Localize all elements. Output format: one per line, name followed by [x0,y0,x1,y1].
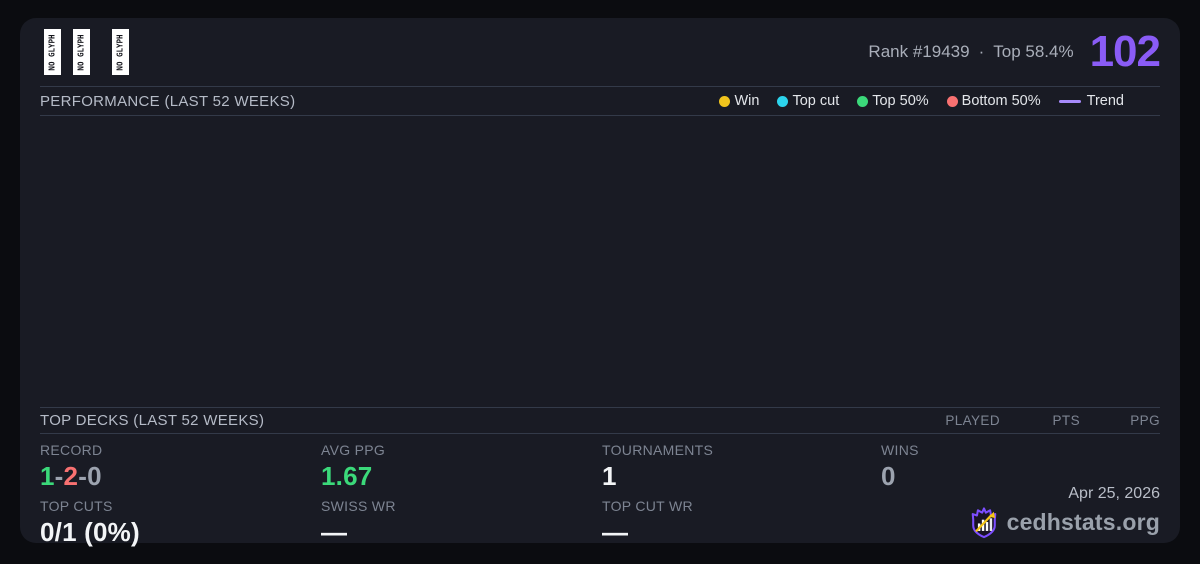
stat-record: RECORD 1-2-0 [40,441,321,492]
stats-section: RECORD 1-2-0 AVG PPG 1.67 TOURNAMENTS 1 … [40,434,1160,547]
top-cut-dot-icon [777,95,789,107]
bottom-50-dot-icon [946,95,958,107]
legend-label: Top cut [792,93,840,109]
legend-label: Win [734,93,760,109]
missing-glyph-text: NO GLYPH [48,33,57,71]
performance-section-header: PERFORMANCE (LAST 52 WEEKS) Win Top cut … [40,87,1160,116]
legend-label: Top 50% [872,93,929,109]
shield-chart-arrow-icon [971,507,996,539]
legend-item-top-50: Top 50% [857,93,929,109]
player-stats-card: NO GLYPH NO GLYPH NO GLYPH Rank #19439 ·… [20,18,1180,547]
rank-summary: Rank #19439 · Top 58.4% 102 [868,27,1161,76]
stat-label: TOP CUT WR [602,498,693,515]
top-50-dot-icon [857,95,869,107]
performance-title: PERFORMANCE (LAST 52 WEEKS) [40,92,296,110]
top-decks-title: TOP DECKS (LAST 52 WEEKS) [40,412,265,429]
record-separator: - [54,461,64,492]
avg-ppg-value: 1.67 [321,461,373,492]
top-cuts-value: 0/1 (0%) [40,517,140,548]
stat-label: AVG PPG [321,442,386,458]
stat-top-cuts: TOP CUTS 0/1 (0%) [40,497,321,548]
missing-glyph-icon: NO GLYPH [44,29,61,75]
record-draws: 0 [87,461,102,492]
card-header: NO GLYPH NO GLYPH NO GLYPH Rank #19439 ·… [40,18,1161,87]
win-dot-icon [719,95,731,107]
missing-glyph-icon: NO GLYPH [112,29,129,75]
stat-label: SWISS WR [321,498,396,515]
stat-wins: WINS 0 [881,441,1160,492]
record-value: 1-2-0 [40,461,321,492]
missing-glyph-icon: NO GLYPH [73,29,90,75]
top-decks-section-header: TOP DECKS (LAST 52 WEEKS) PLAYED PTS PPG [40,407,1160,434]
record-losses: 2 [63,461,79,492]
swiss-wr-value: — [321,517,348,548]
score-value: 102 [1089,27,1161,76]
trend-line-icon [1058,99,1081,103]
stat-top-cut-wr: TOP CUT WR — [602,497,881,548]
stats-grid: RECORD 1-2-0 AVG PPG 1.67 TOURNAMENTS 1 … [40,441,1160,548]
stat-avg-ppg: AVG PPG 1.67 [321,441,602,492]
legend-item-top-cut: Top cut [777,93,839,109]
missing-glyph-text: NO GLYPH [77,33,86,71]
rank-label: Rank #19439 [868,42,970,61]
missing-glyph-text: NO GLYPH [116,33,125,71]
legend-item-trend: Trend [1058,93,1124,109]
record-separator: - [78,461,88,492]
stat-swiss-wr: SWISS WR — [321,497,602,548]
top-cut-wr-value: — [602,517,629,548]
wins-value: 0 [881,461,896,492]
legend-item-bottom-50: Bottom 50% [946,93,1041,109]
tournaments-value: 1 [602,461,617,492]
stat-label: RECORD [40,442,103,458]
rank-text: Rank #19439 · Top 58.4% [868,42,1073,62]
rank-separator: · [978,42,985,61]
record-wins: 1 [40,461,55,492]
performance-chart [40,116,1160,407]
legend-label: Bottom 50% [961,93,1041,109]
legend-item-win: Win [719,93,759,109]
legend-label: Trend [1086,93,1124,109]
brand-name[interactable]: cedhstats.org [1006,509,1160,535]
stat-label: TOURNAMENTS [602,442,714,458]
column-header-pts: PTS [1052,413,1080,428]
top-decks-columns: PLAYED PTS PPG [920,413,1160,428]
stat-label: TOP CUTS [40,498,113,515]
column-header-ppg: PPG [1130,413,1160,428]
brand-link[interactable]: cedhstats.org [969,506,1160,539]
column-header-played: PLAYED [945,413,1000,428]
card-footer: Apr 25, 2026 cedhstats.org [969,485,1160,539]
stat-tournaments: TOURNAMENTS 1 [602,441,881,492]
stat-label: WINS [881,442,919,458]
top-percent-label: Top 58.4% [993,42,1074,61]
date-text: Apr 25, 2026 [1068,485,1160,502]
color-identity-glyphs: NO GLYPH NO GLYPH NO GLYPH [40,29,129,75]
performance-legend: Win Top cut Top 50% Bottom 50% Trend [719,93,1160,109]
